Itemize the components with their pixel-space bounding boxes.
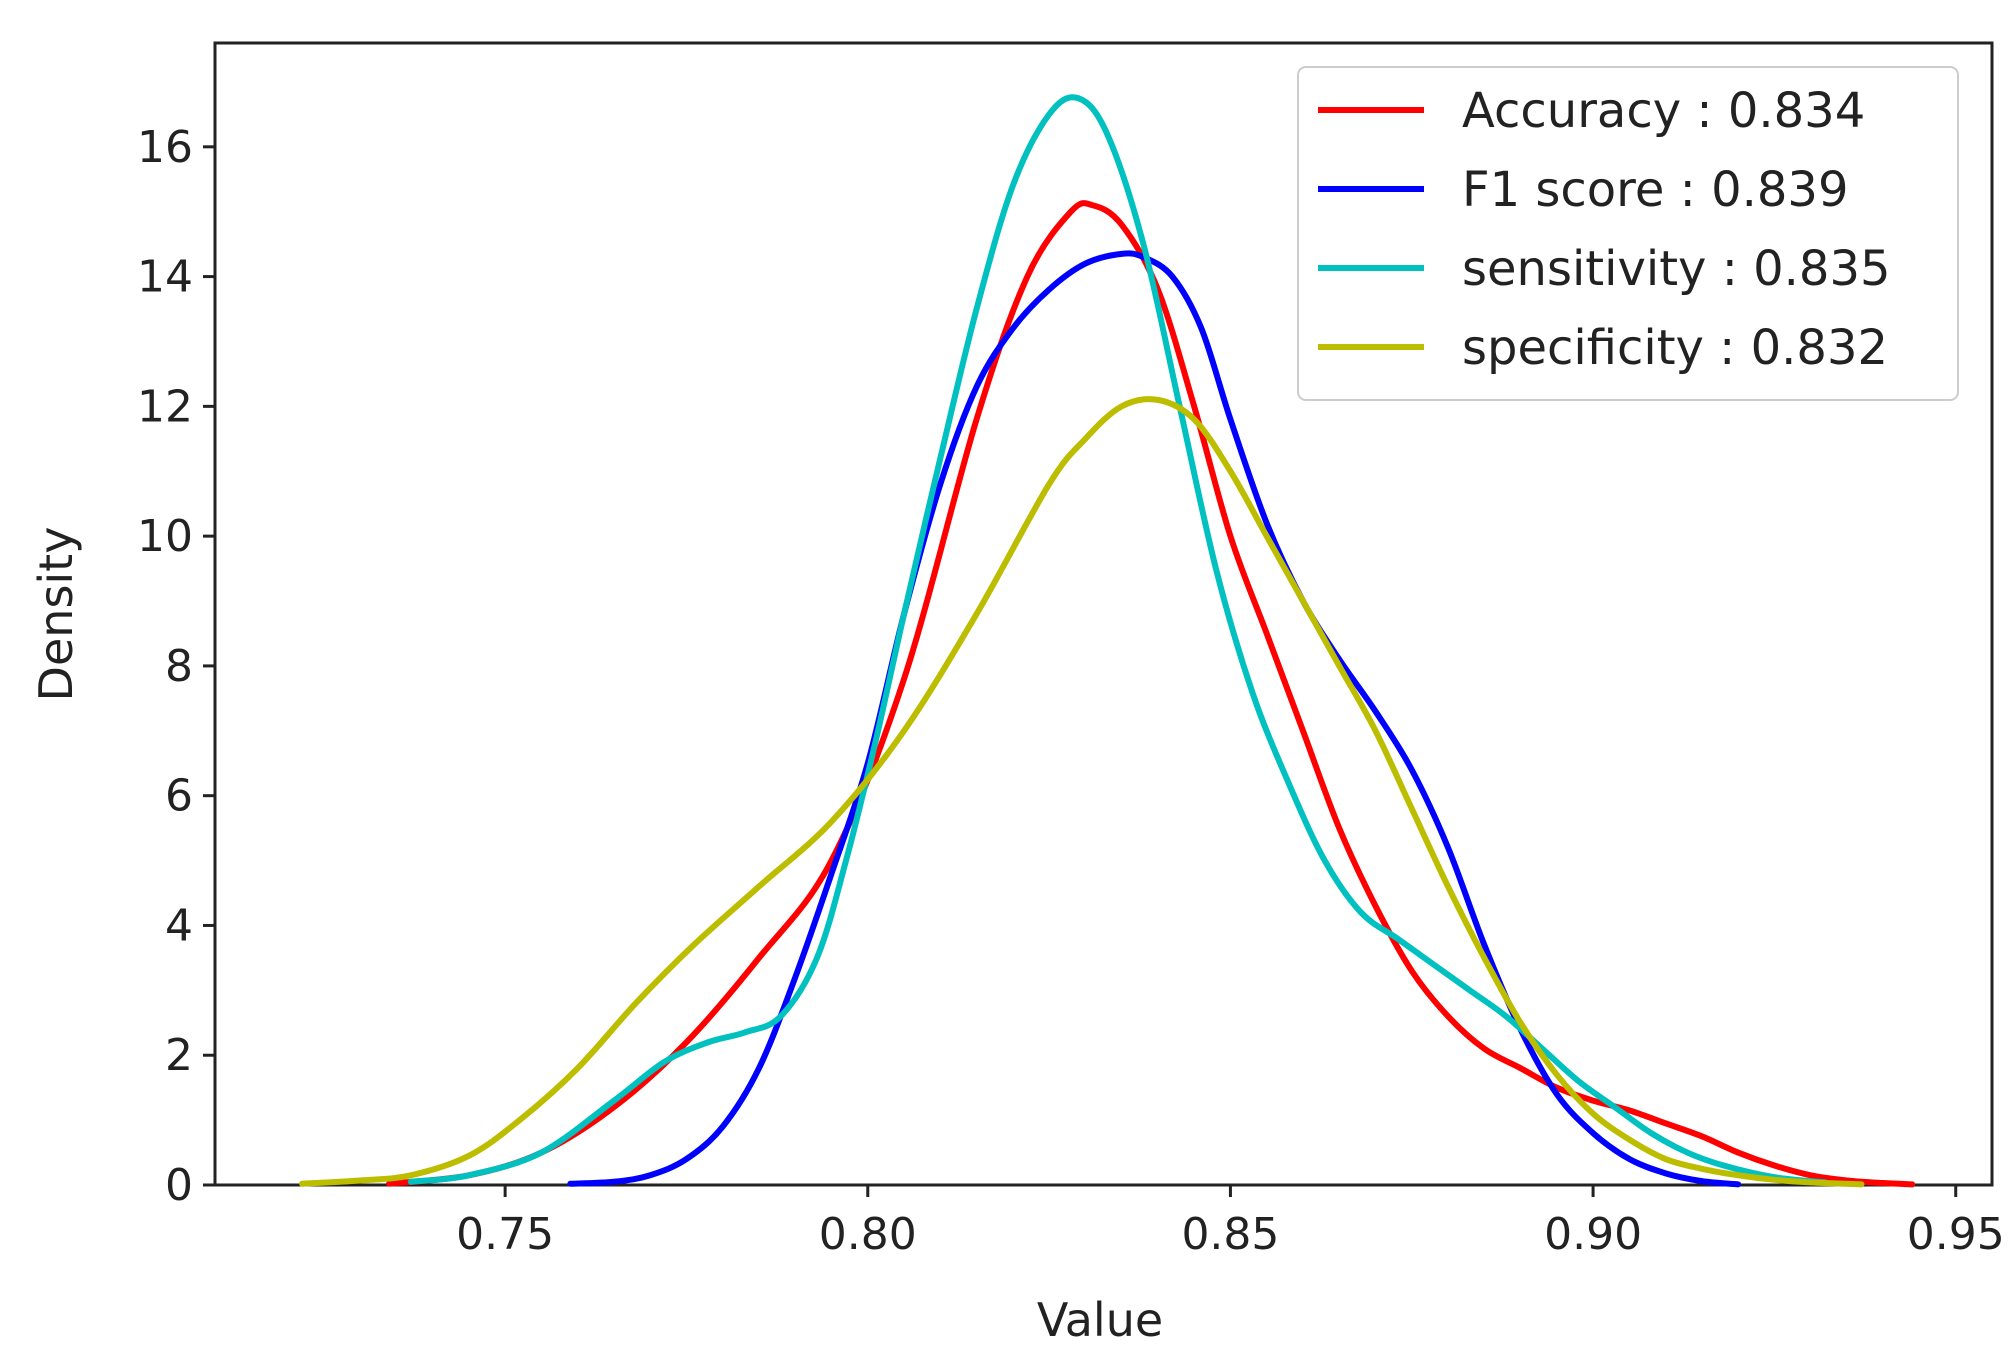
x-tick-label: 0.85: [1181, 1209, 1279, 1260]
x-tick-label: 0.90: [1544, 1209, 1642, 1260]
legend-label-3: sensitivity : 0.835: [1462, 241, 1891, 297]
legend-items: Accuracy : 0.834 F1 score : 0.839 sensitiv…: [1318, 83, 1891, 376]
series-curves: [299, 94, 1916, 1188]
y-axis-label: Density: [29, 527, 83, 702]
y-axis-ticks: 0 2 4 6 8 10 12 14 16: [137, 122, 215, 1211]
y-tick-label: 6: [165, 771, 193, 822]
y-tick-label: 0: [165, 1160, 193, 1211]
y-tick-label: 2: [165, 1030, 193, 1081]
x-tick-label: 0.75: [456, 1209, 554, 1260]
x-tick-label: 0.95: [1907, 1209, 2005, 1260]
legend-label-1: Accuracy : 0.834: [1462, 83, 1865, 139]
y-tick-label: 14: [137, 252, 193, 303]
y-tick-label: 16: [137, 122, 193, 173]
plot-area-frame: [213, 41, 1994, 1187]
series-line-1: [386, 200, 1916, 1188]
legend-box: [1297, 66, 1959, 401]
x-tick-label: 0.80: [819, 1209, 917, 1260]
legend-label-4: specificity : 0.832: [1462, 320, 1888, 376]
x-axis-label: Value: [1037, 1293, 1163, 1347]
legend-label-2: F1 score : 0.839: [1462, 162, 1848, 218]
series-line-3: [407, 94, 1829, 1186]
y-tick-label: 4: [165, 900, 193, 951]
x-axis-ticks: 0.75 0.80 0.85 0.90 0.95: [456, 1185, 2005, 1260]
series-line-4: [299, 396, 1865, 1188]
legend: Accuracy : 0.834 F1 score : 0.839 sensitiv…: [1297, 66, 1959, 401]
y-tick-label: 10: [137, 511, 193, 562]
y-tick-label: 12: [137, 381, 193, 432]
y-tick-label: 8: [165, 641, 193, 692]
